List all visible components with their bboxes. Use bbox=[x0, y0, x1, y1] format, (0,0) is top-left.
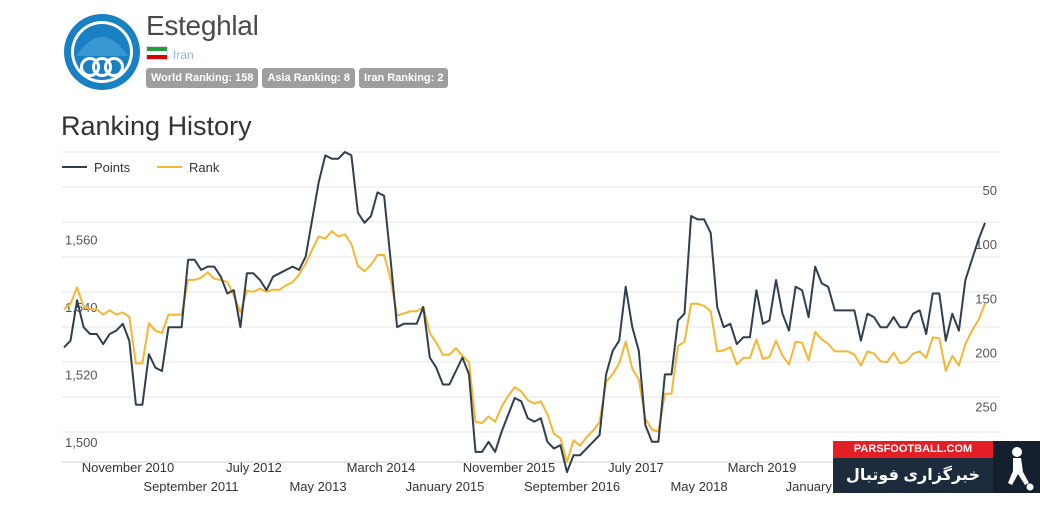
y-left-tick-label: 1,520 bbox=[65, 367, 98, 382]
logo-ring-center bbox=[92, 57, 112, 77]
x-tick-label: May 2013 bbox=[289, 479, 346, 493]
footballer-icon bbox=[993, 441, 1040, 493]
watermark-top-text: PARSFOOTBALL.COM bbox=[833, 441, 993, 458]
y-left-tick-label: 1,540 bbox=[65, 300, 98, 315]
team-name: Esteghlal bbox=[146, 10, 259, 41]
iran-flag-icon bbox=[146, 46, 168, 60]
legend-points-label: Points bbox=[94, 160, 131, 175]
logo-ring-right bbox=[104, 57, 124, 77]
x-tick-label: March 2019 bbox=[728, 460, 797, 475]
watermark-bottom-text: خبرگزاری فوتبال ایران bbox=[833, 458, 993, 519]
country-link[interactable]: Iran bbox=[173, 48, 194, 62]
x-tick-label: January 2015 bbox=[406, 479, 485, 493]
x-tick-label: July 2017 bbox=[608, 460, 664, 475]
ranking-badges: World Ranking: 158 Asia Ranking: 8 Iran … bbox=[146, 68, 449, 88]
parsfootball-watermark: PARSFOOTBALL.COM خبرگزاری فوتبال ایران bbox=[833, 441, 1040, 519]
logo-flame bbox=[76, 37, 128, 56]
ranking-history-chart: 1,500 1,520 1,540 1,560 50 100 150 200 250 Novemb… bbox=[62, 151, 1000, 493]
legend-rank-label: Rank bbox=[189, 160, 220, 175]
section-title: Ranking History bbox=[61, 111, 252, 141]
world-ranking-badge: World Ranking: 158 bbox=[146, 68, 259, 88]
x-tick-label: May 2018 bbox=[670, 479, 727, 493]
logo-ring-left bbox=[80, 57, 100, 77]
points-series-line bbox=[63, 151, 986, 474]
x-tick-label: March 2014 bbox=[347, 460, 416, 475]
x-tick-label: September 2016 bbox=[524, 479, 620, 493]
x-tick-label: November 2015 bbox=[463, 460, 556, 475]
x-tick-label: November 2010 bbox=[82, 460, 175, 475]
y-left-tick-label: 1,500 bbox=[65, 435, 98, 450]
y-right-tick-label: 150 bbox=[975, 291, 997, 306]
y-left-tick-label: 1,560 bbox=[65, 233, 98, 248]
iran-ranking-badge: Iran Ranking: 2 bbox=[359, 68, 449, 88]
y-right-tick-label: 200 bbox=[975, 346, 997, 361]
y-right-tick-label: 50 bbox=[983, 183, 997, 198]
y-right-tick-label: 100 bbox=[975, 237, 997, 252]
asia-ranking-badge: Asia Ranking: 8 bbox=[262, 68, 356, 88]
y-right-tick-label: 250 bbox=[975, 400, 997, 415]
rank-series-line bbox=[63, 230, 986, 463]
x-tick-label: September 2011 bbox=[143, 479, 238, 493]
x-tick-label: July 2012 bbox=[226, 460, 282, 475]
team-logo bbox=[64, 14, 140, 90]
